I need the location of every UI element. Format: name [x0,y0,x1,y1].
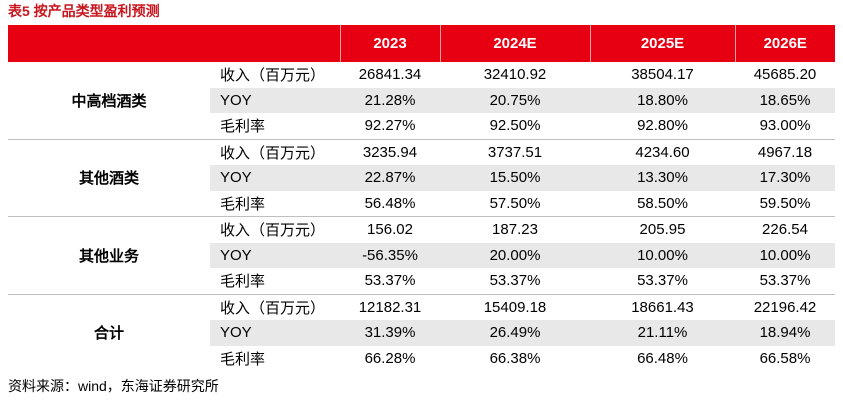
row-label: 收入（百万元） [210,293,340,320]
table-row: 毛利率 53.37% 53.37% 53.37% 53.37% [8,268,835,294]
table-row: 其他业务 收入（百万元） 156.02 187.23 205.95 226.54 [8,216,835,294]
value-cell: 22196.42 [735,293,835,320]
table-row: YOY 22.87% 15.50% 13.30% 17.30% [8,165,835,191]
value-cell: 38504.17 [631,66,694,84]
value-cell: 187.23 [440,216,590,243]
group-label: 其他业务 [8,216,210,294]
value-cell: 12182.31 [340,293,440,320]
value-cell: 92.80% [637,117,688,135]
value-cell: 20.00% [440,242,590,268]
value-cell: 15409.18 [440,293,590,320]
value-cell: 53.37% [364,272,416,290]
value-cell: 20.75% [440,87,590,113]
row-label: 收入（百万元） [220,67,326,85]
value-cell: -56.35% [340,242,440,268]
header-cell [210,25,340,62]
value-cell: 31.39% [340,320,440,346]
value-cell: 58.50% [637,194,688,212]
value-cell: 17.30% [735,165,835,191]
table-row: 毛利率 56.48% 57.50% 58.50% 59.50% [8,191,835,217]
header-cell: 2025E [589,25,735,62]
value-cell: 226.54 [735,216,835,243]
value-cell: 13.30% [590,165,735,191]
value-cell: 3737.51 [440,138,590,165]
value-cell: 4234.60 [590,138,735,165]
table-body: 中高档酒类 收入（百万元） 26841.34 32410.92 38504.17 4568… [8,62,835,371]
value-cell: 205.95 [590,216,735,243]
value-cell: 32410.92 [483,66,547,84]
group-label: 合计 [8,293,210,371]
row-label: YOY [210,320,340,346]
header-cell: 2023 [339,25,440,62]
row-label: 毛利率 [220,195,266,213]
table-row: YOY -56.35% 20.00% 10.00% 10.00% [8,242,835,268]
forecast-table: 2023 2024E 2025E 2026E 中高档酒类 收入（百万元） 26841.34… [8,25,835,371]
header-cell: 2024E [439,25,590,62]
row-label: 毛利率 [220,118,266,136]
value-cell: 21.28% [340,87,440,113]
value-cell: 18.65% [735,87,835,113]
table-title: 表5 按产品类型盈利预测 [8,3,160,19]
value-cell: 156.02 [340,216,440,243]
value-cell: 57.50% [489,194,541,212]
value-cell: 10.00% [590,242,735,268]
value-cell: 18.80% [590,87,735,113]
row-label: YOY [210,242,340,268]
row-label: YOY [210,87,340,113]
header-cell [8,25,210,62]
value-cell: 53.37% [759,272,811,290]
value-cell: 10.00% [735,242,835,268]
value-cell: 59.50% [759,194,811,212]
source-note: 资料来源：wind，东海证券研究所 [8,378,219,394]
value-cell: 92.50% [489,117,541,135]
value-cell: 18.94% [735,320,835,346]
table-row: 毛利率 92.27% 92.50% 92.80% 93.00% [8,113,835,139]
value-cell: 53.37% [637,272,688,290]
row-label: 收入（百万元） [210,216,340,243]
value-cell: 93.00% [759,117,811,135]
header-cell: 2026E [734,25,835,62]
row-label: YOY [210,165,340,191]
value-cell: 26841.34 [358,66,422,84]
value-cell: 92.27% [364,117,416,135]
table-row: 合计 收入（百万元） 12182.31 15409.18 18661.43 22196.4… [8,293,835,371]
value-cell: 18661.43 [590,293,735,320]
value-cell: 66.48% [637,349,688,367]
row-label: 收入（百万元） [210,138,340,165]
value-cell: 4967.18 [735,138,835,165]
table-row: 其他酒类 收入（百万元） 3235.94 3737.51 4234.60 4967.18 [8,138,835,217]
value-cell: 3235.94 [340,138,440,165]
group-label: 其他酒类 [8,138,210,217]
table-row: 毛利率 66.28% 66.38% 66.48% 66.58% [8,346,835,372]
row-label: 毛利率 [220,350,266,368]
value-cell: 66.28% [364,349,416,367]
value-cell: 56.48% [364,194,416,212]
table-row: YOY 21.28% 20.75% 18.80% 18.65% [8,87,835,113]
value-cell: 21.11% [590,320,735,346]
value-cell: 45685.20 [753,66,817,84]
value-cell: 66.38% [489,349,541,367]
value-cell: 22.87% [340,165,440,191]
table-row: YOY 31.39% 26.49% 21.11% 18.94% [8,320,835,346]
value-cell: 15.50% [440,165,590,191]
header-row: 2023 2024E 2025E 2026E [8,25,835,62]
group-label: 中高档酒类 [8,62,210,139]
table-row: 中高档酒类 收入（百万元） 26841.34 32410.92 38504.17 4568… [8,62,835,139]
value-cell: 53.37% [489,272,541,290]
value-cell: 26.49% [440,320,590,346]
row-label: 毛利率 [220,273,266,291]
value-cell: 66.58% [759,349,811,367]
